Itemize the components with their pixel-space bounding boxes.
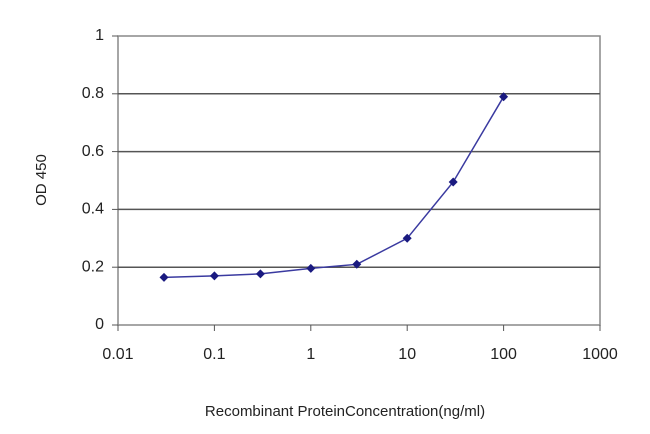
x-tick-label: 10 <box>398 346 416 363</box>
y-axis-title: OD 450 <box>33 154 50 206</box>
marker <box>255 269 265 279</box>
x-tick-label: 1 <box>306 346 315 363</box>
x-tick-label: 1000 <box>582 346 618 363</box>
marker <box>306 263 316 273</box>
plot-area <box>117 35 601 326</box>
x-axis-title: Recombinant ProteinConcentration(ng/ml) <box>205 403 485 420</box>
y-tick-label: 0.6 <box>82 143 104 160</box>
marker <box>402 233 412 243</box>
y-tick-label: 0 <box>95 316 104 333</box>
y-tick-label: 0.4 <box>82 201 104 218</box>
y-tick-label: 0.8 <box>82 85 104 102</box>
marker <box>209 271 219 281</box>
line <box>163 96 505 279</box>
marker <box>448 177 458 187</box>
y-tick-label: 0.2 <box>82 258 104 275</box>
x-tick-label: 100 <box>490 346 517 363</box>
x-tick-label: 0.01 <box>102 346 133 363</box>
marker <box>499 92 509 102</box>
marker <box>159 272 169 282</box>
marker <box>352 259 362 269</box>
y-tick-label: 1 <box>95 27 104 44</box>
x-tick-label: 0.1 <box>203 346 225 363</box>
